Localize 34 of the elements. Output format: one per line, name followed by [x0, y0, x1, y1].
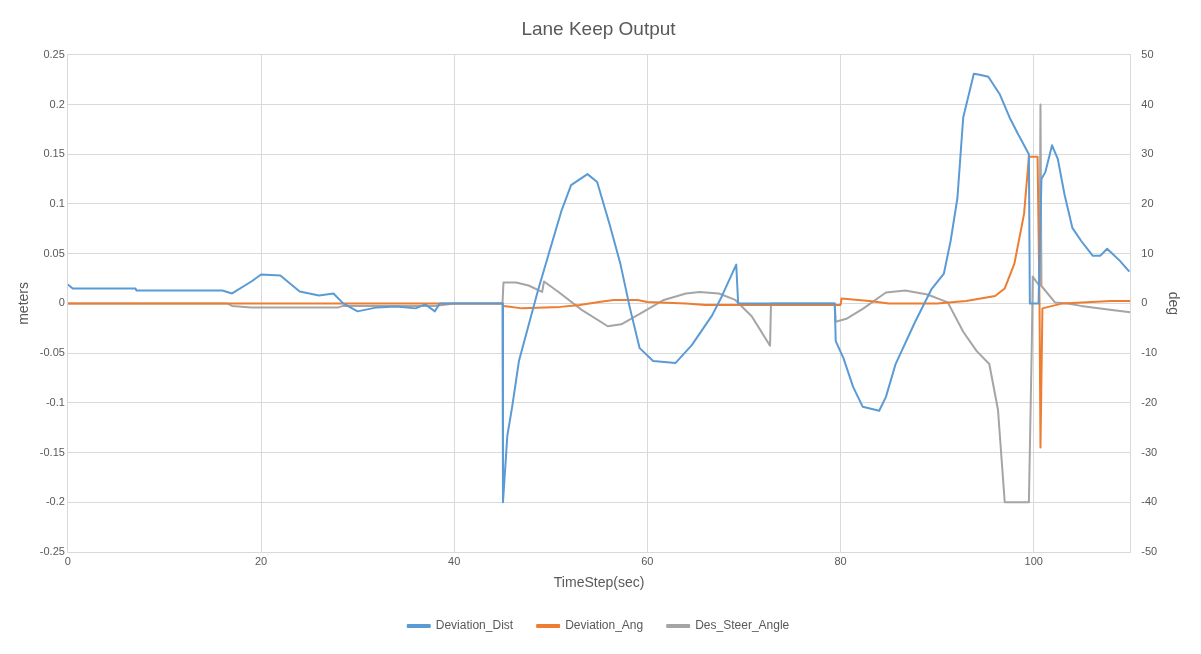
y2-axis-title: deg: [1165, 291, 1182, 316]
y-tick-label: -0.1: [45, 395, 65, 408]
y-tick-label: 0.15: [43, 147, 65, 160]
y2-tick-label: 30: [1141, 147, 1154, 160]
y-axis-title: meters: [15, 282, 32, 325]
y2-tick-label: -10: [1141, 346, 1158, 359]
y-tick-label: 0.2: [49, 97, 65, 110]
y-tick-label: 0.25: [43, 47, 65, 60]
y-tick-label: -0.2: [45, 495, 65, 508]
y2-tick-label: -20: [1141, 395, 1158, 408]
x-tick-label: 60: [641, 554, 654, 567]
y2-tick-label: 10: [1141, 246, 1154, 259]
y2-tick-label: 50: [1141, 47, 1154, 60]
y-tick-label: 0.1: [49, 196, 65, 209]
y2-tick-label: 40: [1141, 97, 1154, 110]
legend-label: Deviation_Dist: [435, 618, 514, 633]
y2-tick-label: -30: [1141, 445, 1158, 458]
legend-label: Des_Steer_Angle: [695, 618, 790, 633]
y2-tick-label: -40: [1141, 495, 1158, 508]
x-tick-label: 40: [448, 554, 461, 567]
y2-tick-label: -50: [1141, 545, 1158, 558]
x-tick-label: 100: [1024, 554, 1043, 567]
y2-tick-label: 20: [1141, 196, 1154, 209]
x-tick-label: 20: [254, 554, 268, 567]
y-tick-label: -0.15: [39, 445, 65, 458]
x-axis-title: TimeStep(sec): [553, 574, 645, 591]
y-tick-label: -0.25: [39, 545, 65, 558]
chart-title: Lane Keep Output: [521, 17, 677, 39]
y-tick-label: 0: [58, 296, 65, 309]
y2-tick-label: 0: [1141, 296, 1148, 309]
x-tick-label: 80: [834, 554, 847, 567]
legend-label: Deviation_Ang: [565, 618, 644, 633]
y-tick-label: 0.05: [43, 246, 65, 259]
y-tick-label: -0.05: [39, 346, 65, 359]
